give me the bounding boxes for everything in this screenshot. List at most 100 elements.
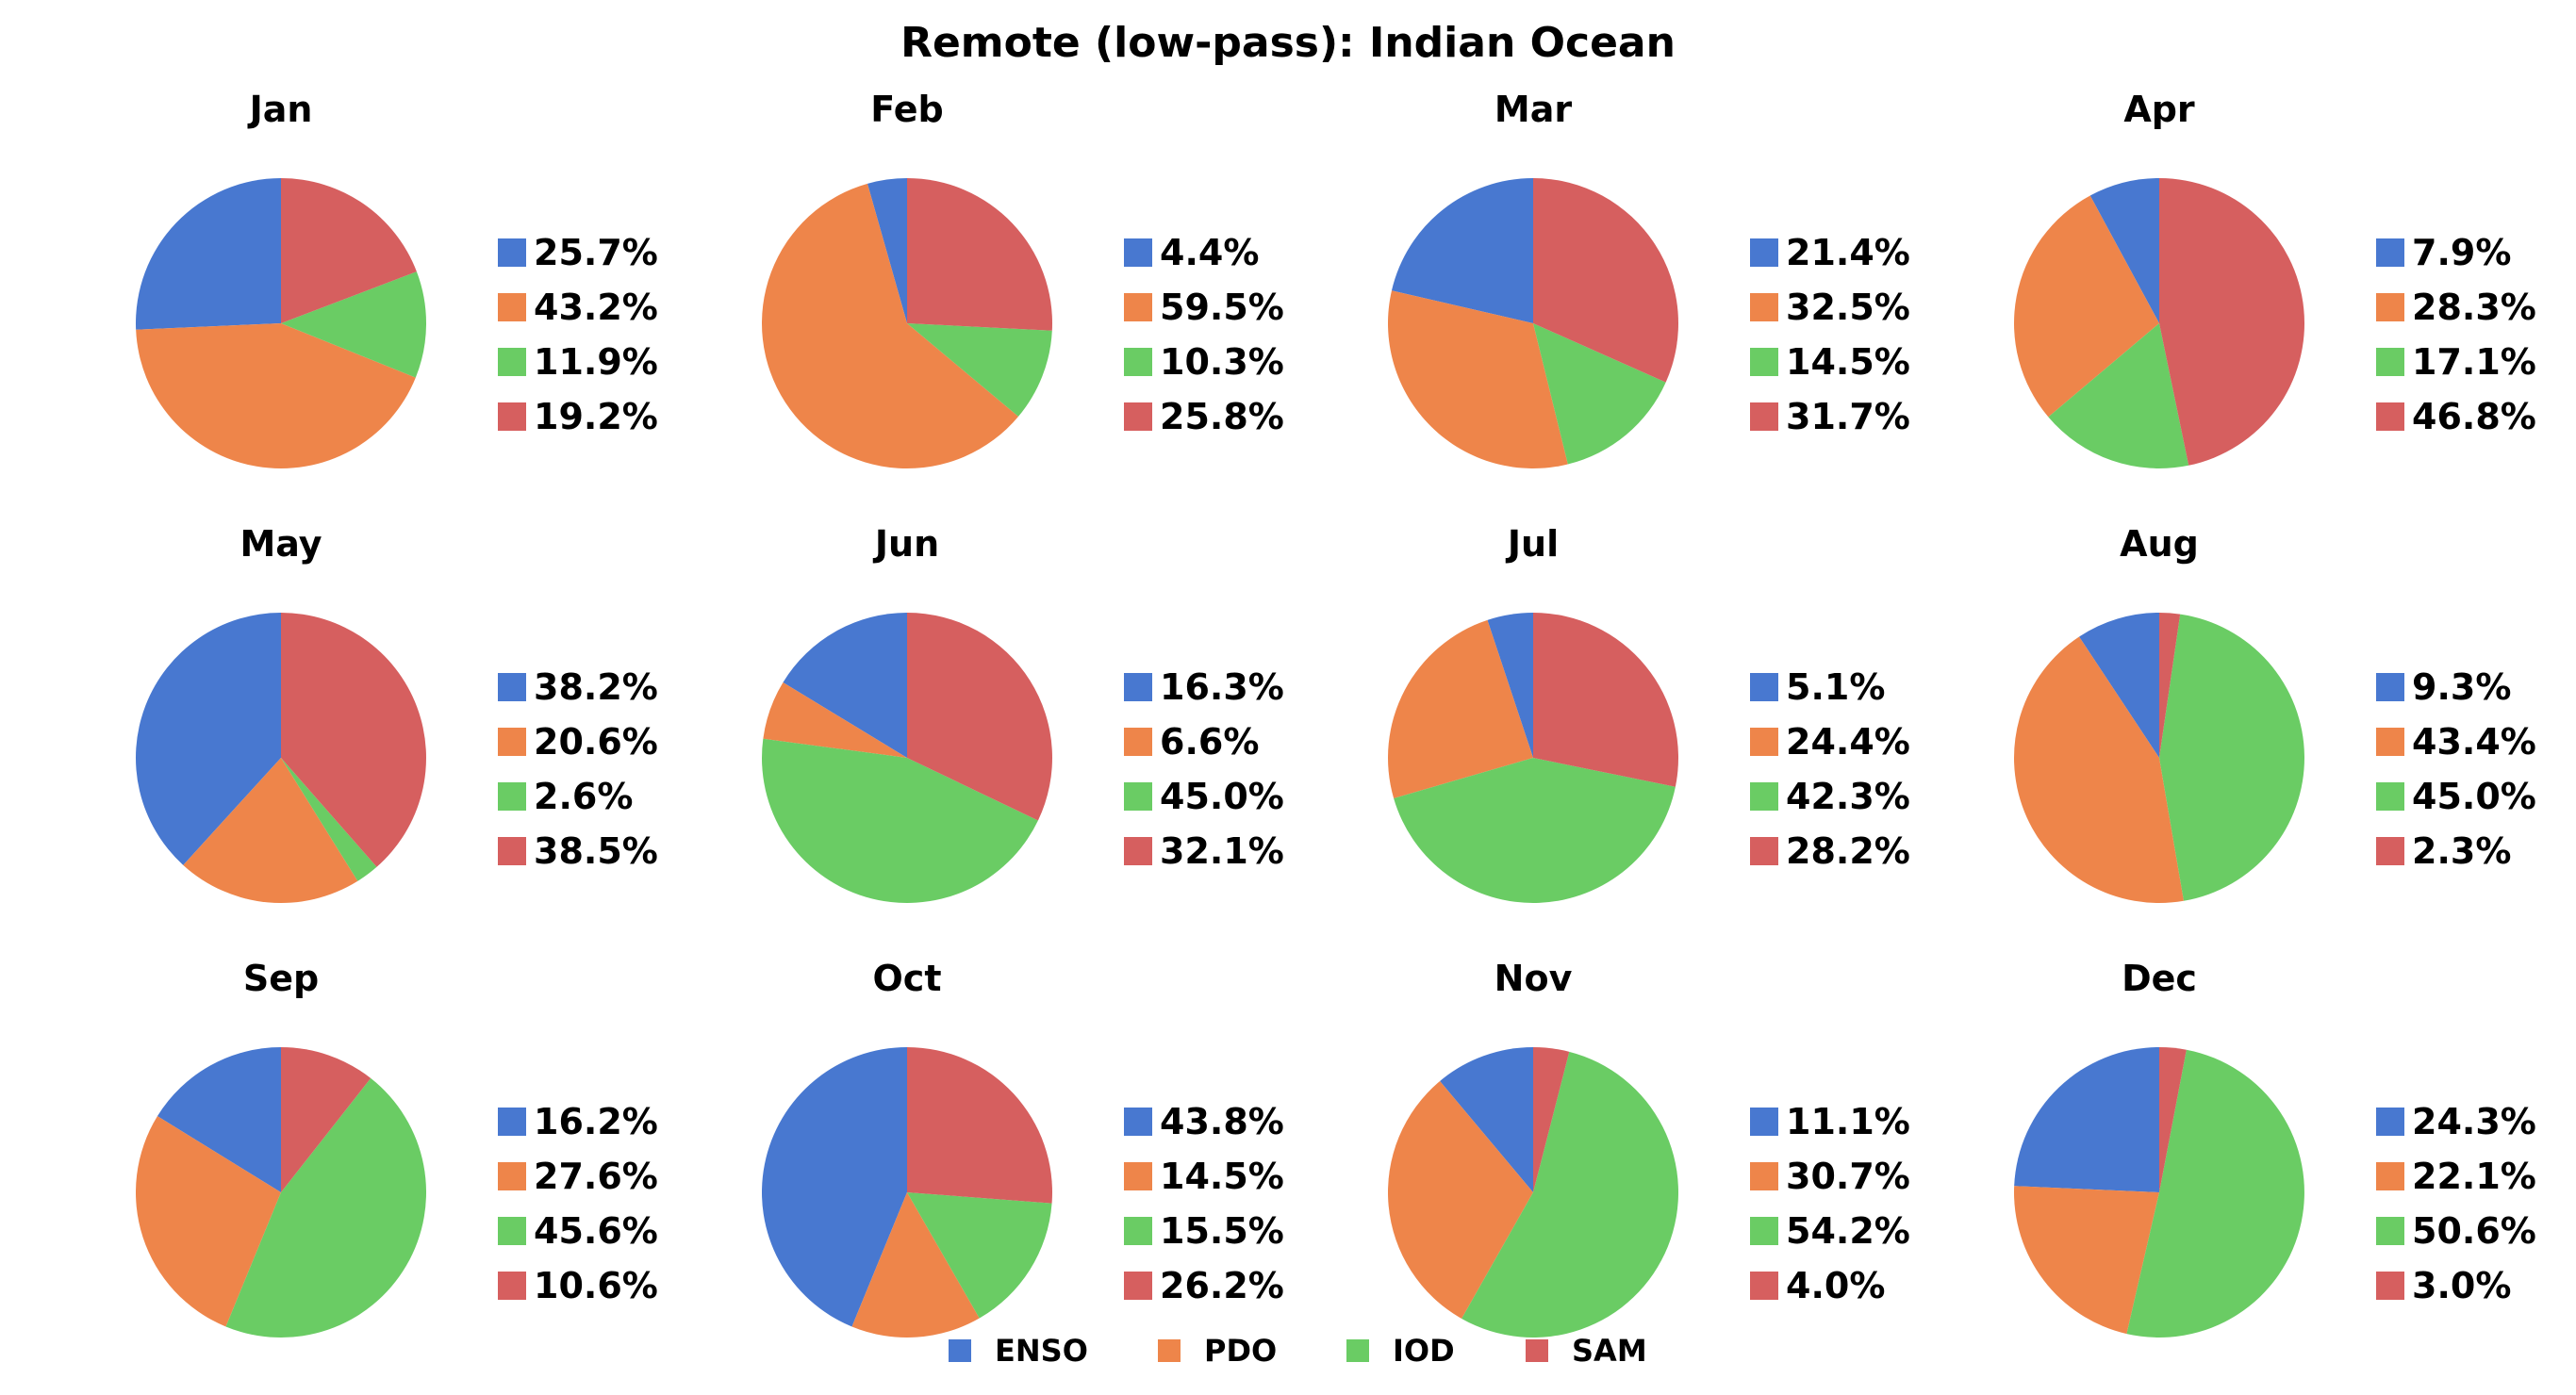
pie-panel-dec: Dec 24.3% 22.1% 50.6% 3.0%: [2014, 958, 2536, 1338]
pie-label-jan-sam: 19.2%: [534, 396, 658, 437]
pie-label-jan-pdo: 43.2%: [534, 287, 658, 328]
pie-slice-jul-pdo: [1387, 619, 1533, 798]
legend-swatch-iod: [1346, 1339, 1369, 1362]
pie-legend-swatch-jul-iod: [1750, 782, 1778, 811]
legend-swatch-sam: [1526, 1339, 1548, 1362]
pie-legend-swatch-aug-sam: [2376, 837, 2404, 865]
pie-slice-dec-enso: [2014, 1047, 2159, 1192]
pie-slice-feb-sam: [907, 177, 1053, 331]
pie-slice-dec-iod: [2126, 1049, 2304, 1338]
pie-legend-swatch-may-iod: [498, 782, 526, 811]
pie-legend-swatch-may-pdo: [498, 728, 526, 756]
pie-slice-jun-sam: [907, 613, 1052, 821]
pie-legend-swatch-dec-sam: [2376, 1272, 2404, 1300]
pie-label-aug-enso: 9.3%: [2412, 666, 2511, 708]
pie-slice-aug-pdo: [2013, 636, 2184, 904]
pie-label-mar-iod: 14.5%: [1786, 341, 1910, 383]
pie-legend-swatch-jul-enso: [1750, 673, 1778, 701]
legend-label-iod: IOD: [1393, 1333, 1455, 1369]
pie-legend-swatch-jun-enso: [1124, 673, 1152, 701]
pie-slice-sep-pdo: [136, 1116, 281, 1327]
pie-label-feb-iod: 10.3%: [1160, 341, 1284, 383]
pie-slice-oct-sam: [907, 1047, 1052, 1204]
pie-panel-oct: Oct 43.8% 14.5% 15.5% 26.2%: [762, 958, 1284, 1338]
pie-legend-swatch-oct-enso: [1124, 1108, 1152, 1136]
pie-label-apr-iod: 17.1%: [2412, 341, 2536, 383]
pie-legend-swatch-apr-sam: [2376, 402, 2404, 431]
pie-slice-nov-sam: [1533, 1047, 1570, 1192]
pie-legend-swatch-feb-enso: [1124, 238, 1152, 267]
pie-slice-may-iod: [281, 758, 377, 881]
pie-title-jan: Jan: [247, 89, 313, 130]
pie-label-sep-enso: 16.2%: [534, 1101, 658, 1142]
pie-label-apr-pdo: 28.3%: [2412, 287, 2536, 328]
pie-legend-swatch-jan-pdo: [498, 293, 526, 321]
pie-slice-nov-enso: [1440, 1047, 1533, 1192]
pie-title-sep: Sep: [243, 958, 319, 999]
pie-label-jul-pdo: 24.4%: [1786, 721, 1910, 763]
pie-legend-swatch-dec-enso: [2376, 1108, 2404, 1136]
pie-legend-swatch-apr-pdo: [2376, 293, 2404, 321]
legend-label-sam: SAM: [1572, 1333, 1647, 1369]
pie-label-oct-sam: 26.2%: [1160, 1265, 1284, 1306]
pie-label-oct-iod: 15.5%: [1160, 1210, 1284, 1252]
pie-label-dec-pdo: 22.1%: [2412, 1156, 2536, 1197]
pie-label-nov-sam: 4.0%: [1786, 1265, 1885, 1306]
pie-label-oct-enso: 43.8%: [1160, 1101, 1284, 1142]
pie-legend-swatch-mar-pdo: [1750, 293, 1778, 321]
pie-label-jan-iod: 11.9%: [534, 341, 658, 383]
legend-swatch-pdo: [1158, 1339, 1181, 1362]
pie-slice-aug-enso: [2079, 613, 2159, 758]
pie-label-may-enso: 38.2%: [534, 666, 658, 708]
pie-label-aug-sam: 2.3%: [2412, 830, 2511, 872]
pie-legend-swatch-dec-pdo: [2376, 1162, 2404, 1190]
pie-title-may: May: [239, 523, 322, 565]
pie-label-nov-iod: 54.2%: [1786, 1210, 1910, 1252]
pie-label-feb-sam: 25.8%: [1160, 396, 1284, 437]
pie-legend-swatch-aug-enso: [2376, 673, 2404, 701]
pie-label-aug-pdo: 43.4%: [2412, 721, 2536, 763]
pie-label-sep-pdo: 27.6%: [534, 1156, 658, 1197]
legend-swatch-enso: [949, 1339, 971, 1362]
pie-slice-jun-iod: [762, 738, 1038, 903]
pie-slice-oct-pdo: [851, 1192, 980, 1338]
pie-slice-jan-pdo: [136, 323, 416, 469]
pie-label-may-iod: 2.6%: [534, 776, 633, 817]
pie-title-dec: Dec: [2122, 958, 2197, 999]
pie-slice-sep-enso: [157, 1047, 281, 1192]
pie-title-nov: Nov: [1494, 958, 1573, 999]
pie-legend-swatch-aug-iod: [2376, 782, 2404, 811]
pie-label-jul-sam: 28.2%: [1786, 830, 1910, 872]
pie-slice-feb-iod: [907, 323, 1052, 417]
pie-slice-jul-iod: [1394, 758, 1676, 904]
pie-slice-oct-enso: [762, 1047, 907, 1327]
pie-panels: Jan 25.7% 43.2% 11.9% 19.2% Feb 4.4% 59.5% 10.3%…: [135, 89, 2536, 1338]
pie-label-aug-iod: 45.0%: [2412, 776, 2536, 817]
pie-panel-sep: Sep 16.2% 27.6% 45.6% 10.6%: [136, 958, 658, 1338]
pie-label-dec-sam: 3.0%: [2412, 1265, 2511, 1306]
pie-label-jun-sam: 32.1%: [1160, 830, 1284, 872]
pie-slice-apr-iod: [2048, 323, 2189, 469]
pie-legend-swatch-may-enso: [498, 673, 526, 701]
pie-label-nov-enso: 11.1%: [1786, 1101, 1910, 1142]
pie-slice-mar-sam: [1533, 178, 1678, 383]
pie-panel-feb: Feb 4.4% 59.5% 10.3% 25.8%: [761, 89, 1284, 469]
pie-panel-mar: Mar 21.4% 32.5% 14.5% 31.7%: [1387, 89, 1910, 469]
pie-legend-swatch-nov-enso: [1750, 1108, 1778, 1136]
pie-slice-mar-iod: [1533, 323, 1666, 465]
pie-legend-swatch-mar-enso: [1750, 238, 1778, 267]
pie-slice-nov-pdo: [1387, 1080, 1533, 1320]
pie-slice-jul-sam: [1533, 612, 1679, 787]
pie-label-may-sam: 38.5%: [534, 830, 658, 872]
pie-label-mar-pdo: 32.5%: [1786, 287, 1910, 328]
pie-label-jun-pdo: 6.6%: [1160, 721, 1259, 763]
pie-legend-swatch-mar-sam: [1750, 402, 1778, 431]
pie-legend-swatch-sep-iod: [498, 1217, 526, 1245]
pie-label-mar-sam: 31.7%: [1786, 396, 1910, 437]
pie-label-mar-enso: 21.4%: [1786, 232, 1910, 273]
pie-label-oct-pdo: 14.5%: [1160, 1156, 1284, 1197]
pie-panel-apr: Apr 7.9% 28.3% 17.1% 46.8%: [2014, 89, 2536, 469]
pie-label-may-pdo: 20.6%: [534, 721, 658, 763]
pie-legend-swatch-oct-iod: [1124, 1217, 1152, 1245]
